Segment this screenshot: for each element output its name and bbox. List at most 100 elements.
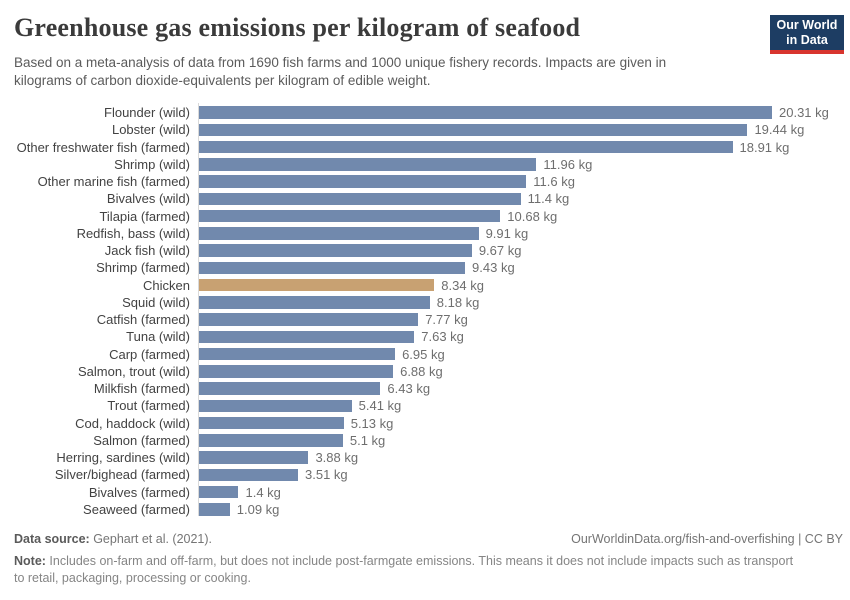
owid-logo-line-2: in Data — [786, 33, 828, 47]
chart-row: Tilapia (farmed) 10.68 kg — [0, 208, 850, 225]
bar[interactable] — [199, 382, 381, 395]
chart-row: Flounder (wild) 20.31 kg — [0, 104, 850, 121]
bar[interactable] — [199, 313, 419, 326]
note-label: Note: — [14, 554, 46, 568]
row-label: Catfish (farmed) — [96, 312, 190, 327]
value-label: 1.09 kg — [236, 501, 280, 517]
bar[interactable] — [199, 296, 430, 309]
value-label: 1.4 kg — [245, 484, 281, 500]
chart-row: Jack fish (wild) 9.67 kg — [0, 242, 850, 259]
value-label: 20.31 kg — [779, 105, 829, 120]
page-title: Greenhouse gas emissions per kilogram of… — [14, 13, 581, 42]
bar[interactable] — [199, 468, 299, 482]
chart-row: Cod, haddock (wild) 5.13 kg — [0, 415, 850, 432]
bar[interactable] — [199, 503, 230, 516]
page-subtitle: Based on a meta-analysis of data from 16… — [14, 54, 754, 89]
row-label: Herring, sardines (wild) — [56, 450, 190, 465]
chart-row: Milkfish (farmed) 6.43 kg — [0, 380, 850, 397]
row-label: Trout (farmed) — [107, 398, 190, 414]
bar[interactable] — [199, 140, 733, 154]
chart-row: Redfish, bass (wild) 9.91 kg — [0, 225, 850, 242]
bar[interactable] — [199, 330, 415, 344]
bar[interactable] — [199, 123, 748, 137]
value-label: 18.91 kg — [739, 139, 790, 155]
chart-row: Shrimp (farmed) 9.43 kg — [0, 259, 850, 276]
value-label: 8.18 kg — [436, 294, 480, 310]
note-line-1: Includes on-farm and off-farm, but does … — [45, 554, 794, 568]
note: Note: Includes on-farm and off-farm, but… — [14, 553, 843, 587]
value-label: 7.63 kg — [421, 329, 464, 345]
value-label: 5.41 kg — [358, 398, 402, 414]
value-label: 11.4 kg — [527, 191, 570, 207]
chart-row: Carp (farmed) 6.95 kg — [0, 346, 850, 363]
subtitle-line-1: Based on a meta-analysis of data from 16… — [14, 55, 667, 70]
chart-row: Bivalves (farmed) 1.4 kg — [0, 484, 850, 501]
value-label: 3.51 kg — [305, 467, 348, 483]
row-label: Seaweed (farmed) — [83, 501, 190, 517]
row-label: Shrimp (farmed) — [96, 260, 190, 276]
bar[interactable] — [199, 106, 772, 119]
bar-chart: Flounder (wild) 20.31 kg Lobster (wild) 19.… — [0, 103, 850, 519]
value-label: 6.88 kg — [400, 363, 443, 379]
row-label: Chicken — [143, 277, 190, 293]
chart-row: Other freshwater fish (farmed) 18.91 kg — [0, 139, 850, 156]
source-line: Data source: Gephart et al. (2021). OurW… — [14, 531, 843, 548]
row-label: Salmon, trout (wild) — [78, 363, 190, 379]
row-label: Other marine fish (farmed) — [37, 174, 190, 189]
row-label: Flounder (wild) — [104, 105, 190, 120]
row-label: Salmon (farmed) — [93, 432, 190, 448]
bar[interactable] — [199, 175, 527, 188]
chart-row: Tuna (wild) 7.63 kg — [0, 328, 850, 345]
datasource-value: Gephart et al. (2021). — [89, 532, 213, 546]
value-label: 6.43 kg — [387, 381, 431, 396]
row-label: Squid (wild) — [122, 294, 190, 310]
chart-row: Herring, sardines (wild) 3.88 kg — [0, 449, 850, 466]
bar[interactable] — [199, 365, 394, 378]
value-label: 6.95 kg — [402, 346, 445, 362]
bar[interactable] — [199, 244, 472, 257]
row-label: Redfish, bass (wild) — [76, 225, 190, 241]
footer: Data source: Gephart et al. (2021). OurW… — [14, 531, 843, 587]
chart-row: Lobster (wild) 19.44 kg — [0, 121, 850, 138]
bar[interactable] — [199, 227, 479, 240]
chart-row: Silver/bighead (farmed) 3.51 kg — [0, 466, 850, 483]
bar[interactable] — [199, 261, 466, 275]
chart-row: Chicken 8.34 kg — [0, 277, 850, 294]
value-label: 11.6 kg — [533, 174, 575, 189]
row-label: Other freshwater fish (farmed) — [16, 139, 190, 155]
value-label: 8.34 kg — [441, 277, 484, 293]
bar[interactable] — [199, 209, 501, 223]
bar[interactable] — [199, 347, 396, 361]
datasource-label: Data source: — [14, 532, 90, 546]
license-link[interactable]: OurWorldinData.org/fish-and-overfishing … — [571, 532, 843, 546]
row-label: Carp (farmed) — [109, 346, 190, 362]
bar[interactable] — [199, 485, 239, 499]
row-label: Tilapia (farmed) — [99, 208, 190, 224]
bar[interactable] — [199, 416, 344, 430]
row-label: Jack fish (wild) — [104, 243, 190, 258]
note-line-2: to retail, packaging, processing or cook… — [14, 571, 251, 585]
row-label: Shrimp (wild) — [114, 156, 190, 172]
value-label: 5.13 kg — [350, 415, 394, 431]
value-label: 9.67 kg — [478, 243, 522, 258]
chart-row: Other marine fish (farmed) 11.6 kg — [0, 173, 850, 190]
row-label: Milkfish (farmed) — [93, 381, 190, 396]
bar-highlight[interactable] — [199, 278, 435, 292]
chart-row: Trout (farmed) 5.41 kg — [0, 397, 850, 414]
bar[interactable] — [199, 158, 537, 171]
bar[interactable] — [199, 434, 343, 447]
bar[interactable] — [199, 451, 309, 464]
chart-row: Seaweed (farmed) 1.09 kg — [0, 501, 850, 518]
owid-logo[interactable]: Our World in Data — [770, 15, 844, 54]
chart-row: Shrimp (wild) 11.96 kg — [0, 156, 850, 173]
bar[interactable] — [199, 399, 352, 413]
bar[interactable] — [199, 192, 521, 206]
row-label: Bivalves (wild) — [106, 191, 190, 207]
chart-row: Catfish (farmed) 7.77 kg — [0, 311, 850, 328]
value-label: 9.91 kg — [485, 225, 529, 241]
y-axis-line — [198, 103, 199, 516]
value-label: 7.77 kg — [425, 312, 468, 327]
value-label: 9.43 kg — [472, 260, 515, 276]
value-label: 10.68 kg — [507, 208, 558, 224]
